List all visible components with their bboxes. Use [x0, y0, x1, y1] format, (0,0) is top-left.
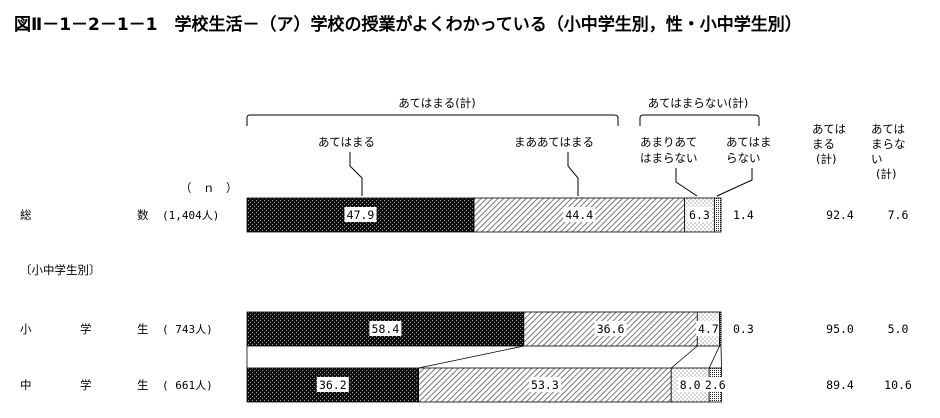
- n-header: （ ｎ ）: [180, 181, 238, 195]
- bracket-agree: [246, 114, 619, 126]
- value-label-maa-atehamaru: 44.4: [565, 208, 593, 222]
- row-n: ( 743人): [162, 323, 213, 336]
- value-label-amari: 8.0: [680, 378, 701, 392]
- value-label-maa-atehamaru: 36.6: [597, 322, 625, 336]
- total-disagree: 10.6: [884, 378, 912, 392]
- section-label: 〔小中学生別〕: [20, 263, 101, 277]
- callout-atehamaru: あてはまる: [318, 135, 375, 149]
- value-label-bg: [344, 207, 377, 222]
- row-label-left: 総: [20, 208, 32, 222]
- value-label-atehamaranai: 0.3: [733, 322, 754, 336]
- row-label-left: 小: [20, 322, 32, 336]
- value-label-atehamaru: 58.4: [372, 322, 400, 336]
- callout-line-s0: [349, 152, 363, 196]
- col-header-disagree-total: あてはまらない(計): [871, 122, 906, 181]
- bar-seg-atehamaranai: [713, 197, 722, 233]
- group-label-disagree-total: あてはまらない(計): [648, 96, 749, 110]
- connector-line: [670, 345, 698, 369]
- bar-seg-atehamaranai: [719, 311, 722, 347]
- row-label-right: 生: [137, 322, 149, 336]
- value-label-amari: 6.3: [689, 208, 710, 222]
- value-label-bg: [594, 321, 627, 336]
- group-label-agree-total: あてはまる(計): [398, 96, 476, 110]
- callout-maa-atehamaru: まああてはまる: [514, 135, 594, 149]
- row-label-mid: 学: [80, 378, 92, 392]
- value-label-bg: [316, 377, 349, 392]
- row-n: (1,404人): [162, 209, 219, 222]
- row-label-right: 生: [137, 378, 149, 392]
- value-label-maa-atehamaru: 53.3: [531, 378, 559, 392]
- callout-atehamaranai: あてはまらない: [726, 135, 772, 165]
- row-label-right: 数: [137, 208, 149, 222]
- callout-line-s3: [716, 168, 753, 197]
- connector-line: [418, 345, 524, 369]
- value-label-atehamaranai: 1.4: [733, 208, 754, 222]
- value-label-bg: [369, 321, 402, 336]
- row-label-mid: 学: [80, 322, 92, 336]
- callout-line-s1: [567, 152, 579, 196]
- value-label-bg: [563, 207, 596, 222]
- col-header-agree-total: あてはまる(計): [812, 122, 846, 166]
- row-n: ( 661人): [162, 379, 213, 392]
- callout-line-s2: [675, 168, 698, 197]
- value-label-atehamaranai: 2.6: [705, 378, 726, 392]
- total-agree: 95.0: [826, 322, 854, 336]
- value-label-bg: [695, 321, 721, 336]
- row-label-left: 中: [20, 378, 32, 392]
- callout-amari: あまりあてはまらない: [640, 135, 698, 165]
- total-disagree: 7.6: [888, 208, 909, 222]
- connector-line: [708, 345, 720, 369]
- total-agree: 89.4: [826, 378, 854, 392]
- value-label-bg: [677, 377, 703, 392]
- value-label-amari: 4.7: [698, 322, 719, 336]
- value-label-atehamaru: 47.9: [347, 208, 375, 222]
- bracket-disagree: [639, 114, 760, 126]
- value-label-bg: [528, 377, 561, 392]
- chart-title: 図Ⅱ－1－2－1－1 学校生活－（ア）学校の授業がよくわかっている（小中学生別，…: [14, 15, 802, 35]
- total-agree: 92.4: [826, 208, 854, 222]
- value-label-bg: [702, 377, 728, 392]
- value-label-atehamaru: 36.2: [319, 378, 347, 392]
- value-label-bg: [686, 207, 712, 222]
- total-disagree: 5.0: [888, 322, 909, 336]
